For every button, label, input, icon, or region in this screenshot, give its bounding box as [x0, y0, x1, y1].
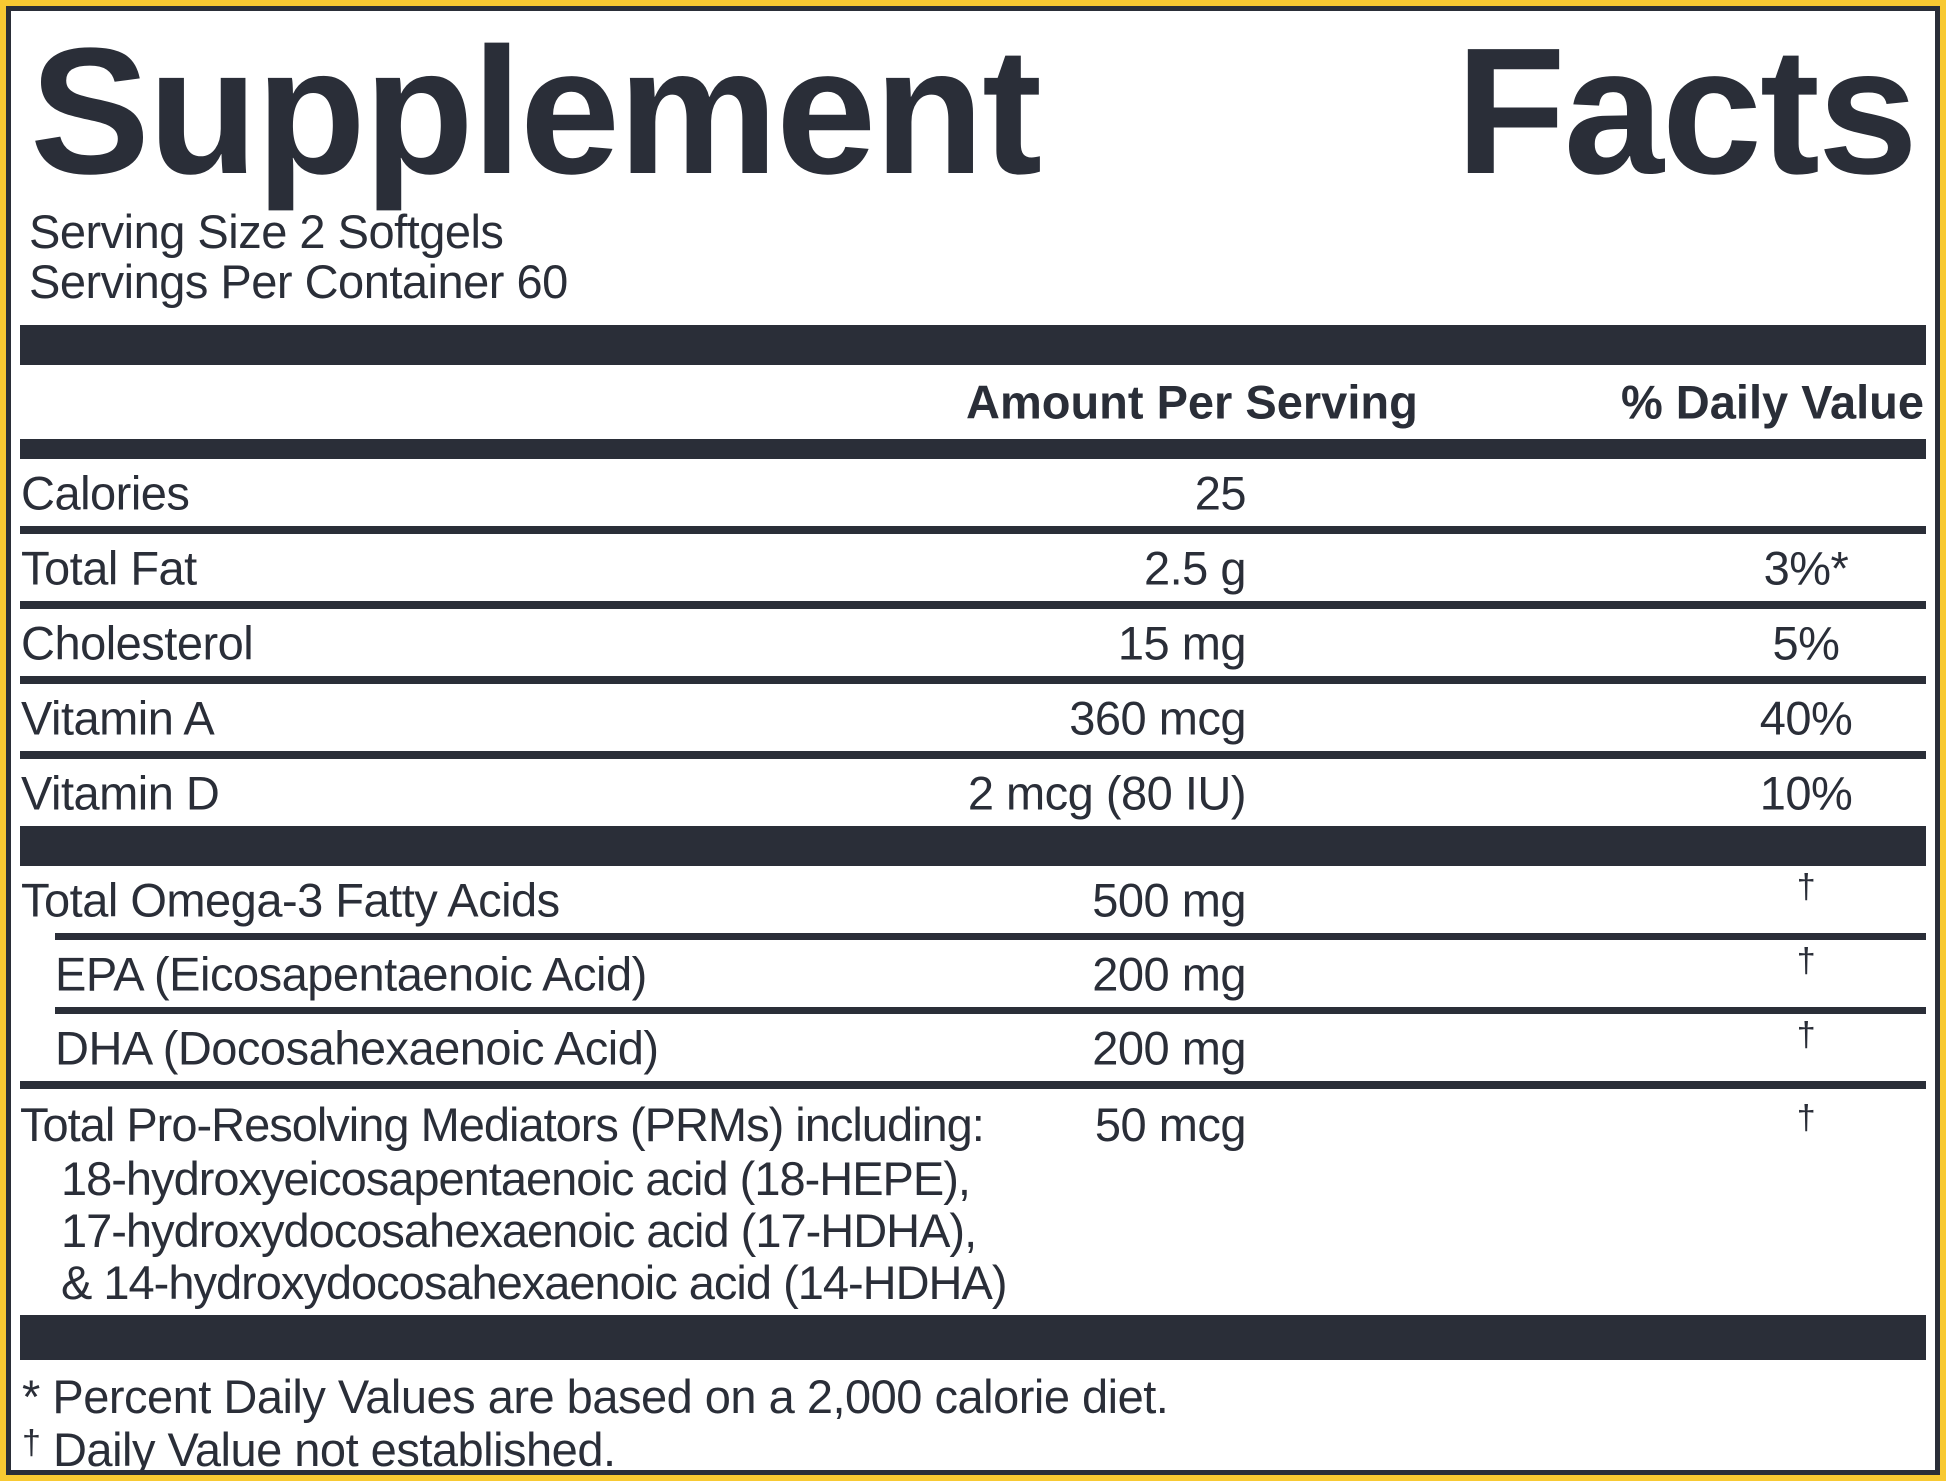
header-divider-bar — [20, 439, 1926, 459]
serving-info: Serving Size 2 Softgels Servings Per Con… — [29, 207, 1926, 307]
asterisk-marker: * — [22, 1370, 40, 1423]
nutrient-name: EPA (Eicosapentaenoic Acid) — [55, 947, 647, 1000]
nutrient-name: DHA (Docosahexaenoic Acid) — [55, 1021, 659, 1074]
row-divider-indented — [55, 933, 1926, 940]
column-header-daily-value: % Daily Value — [1620, 375, 1924, 429]
nutrient-name: Cholesterol — [21, 616, 254, 669]
prm-name-block: Total Pro-Resolving Mediators (PRMs) inc… — [20, 1097, 1926, 1309]
column-header-amount: Amount Per Serving — [966, 375, 1418, 429]
dagger-symbol: † — [1796, 868, 1816, 906]
section-bar-omega — [20, 826, 1926, 866]
dagger-symbol: † — [1796, 1099, 1816, 1137]
nutrient-amount: 200 mg — [1092, 947, 1246, 1000]
table-row-calories: Calories 25 — [20, 459, 1926, 526]
nutrient-daily-value: 10% — [1759, 766, 1853, 819]
footnote-text: Daily Value not established. — [52, 1423, 616, 1475]
prm-subline: & 14-hydroxydocosahexaenoic acid (14-HDH… — [61, 1256, 1007, 1309]
prm-subline: 18-hydroxyeicosapentaenoic acid (18-HEPE… — [61, 1152, 971, 1205]
table-row-prm: Total Pro-Resolving Mediators (PRMs) inc… — [20, 1089, 1926, 1315]
row-divider-indented — [55, 1007, 1926, 1014]
serving-size-text: Serving Size 2 Softgels — [29, 205, 504, 258]
servings-per-container-text: Servings Per Container 60 — [29, 255, 568, 308]
nutrient-name: Total Omega-3 Fatty Acids — [21, 873, 560, 926]
dagger-symbol: † — [1796, 1016, 1816, 1054]
table-row-dha: DHA (Docosahexaenoic Acid) 200 mg † — [20, 1014, 1926, 1081]
nutrient-amount: 2 mcg (80 IU) — [967, 766, 1247, 819]
row-divider — [20, 601, 1926, 609]
table-row-vitamin-d: Vitamin D 2 mcg (80 IU) 10% — [20, 759, 1926, 826]
nutrient-amount: 15 mg — [1117, 616, 1247, 669]
nutrient-amount: 200 mg — [1092, 1021, 1246, 1074]
footnotes: * Percent Daily Values are based on a 2,… — [22, 1370, 1926, 1475]
table-header-row: Amount Per Serving % Daily Value — [20, 365, 1926, 439]
prm-subline: 17-hydroxydocosahexaenoic acid (17-HDHA)… — [61, 1204, 977, 1257]
page-title: Supplement Facts — [30, 11, 1918, 212]
nutrient-name: Vitamin A — [21, 691, 215, 744]
nutrient-amount: 360 mcg — [1069, 691, 1246, 744]
nutrient-daily-value: 5% — [1772, 616, 1840, 669]
row-divider — [20, 676, 1926, 684]
nutrient-name: Vitamin D — [21, 766, 220, 819]
label-inner-panel: Supplement Facts Serving Size 2 Softgels… — [6, 6, 1940, 1475]
table-row-cholesterol: Cholesterol 15 mg 5% — [20, 609, 1926, 676]
nutrient-daily-value: 40% — [1759, 691, 1853, 744]
nutrient-amount: 2.5 g — [1143, 541, 1247, 594]
footnote-text: Percent Daily Values are based on a 2,00… — [52, 1370, 1169, 1423]
nutrient-amount: 25 — [1194, 466, 1247, 519]
footnote-daily-values: * Percent Daily Values are based on a 2,… — [22, 1370, 1926, 1423]
dagger-marker: † — [22, 1424, 41, 1462]
section-bar-top — [20, 325, 1926, 365]
nutrient-name: Calories — [21, 466, 190, 519]
row-divider — [20, 751, 1926, 759]
nutrient-name: Total Fat — [21, 541, 197, 594]
table-row-total-fat: Total Fat 2.5 g 3%* — [20, 534, 1926, 601]
title-word-supplement: Supplement — [30, 11, 1042, 212]
nutrient-amount: 500 mg — [1092, 873, 1246, 926]
nutrient-daily-value: 3%* — [1763, 541, 1849, 594]
table-row-total-omega3: Total Omega-3 Fatty Acids 500 mg † — [20, 866, 1926, 933]
row-divider — [20, 526, 1926, 534]
nutrient-name: Total Pro-Resolving Mediators (PRMs) inc… — [20, 1098, 985, 1151]
dagger-symbol: † — [1796, 942, 1816, 980]
footnote-daily-value-not-established: † Daily Value not established. — [22, 1423, 1926, 1475]
nutrient-amount: 50 mcg — [1094, 1098, 1247, 1151]
section-bar-footnotes — [20, 1315, 1926, 1360]
title-word-facts: Facts — [1455, 11, 1918, 212]
table-row-epa: EPA (Eicosapentaenoic Acid) 200 mg † — [20, 940, 1926, 1007]
row-divider — [20, 1081, 1926, 1089]
table-row-vitamin-a: Vitamin A 360 mcg 40% — [20, 684, 1926, 751]
